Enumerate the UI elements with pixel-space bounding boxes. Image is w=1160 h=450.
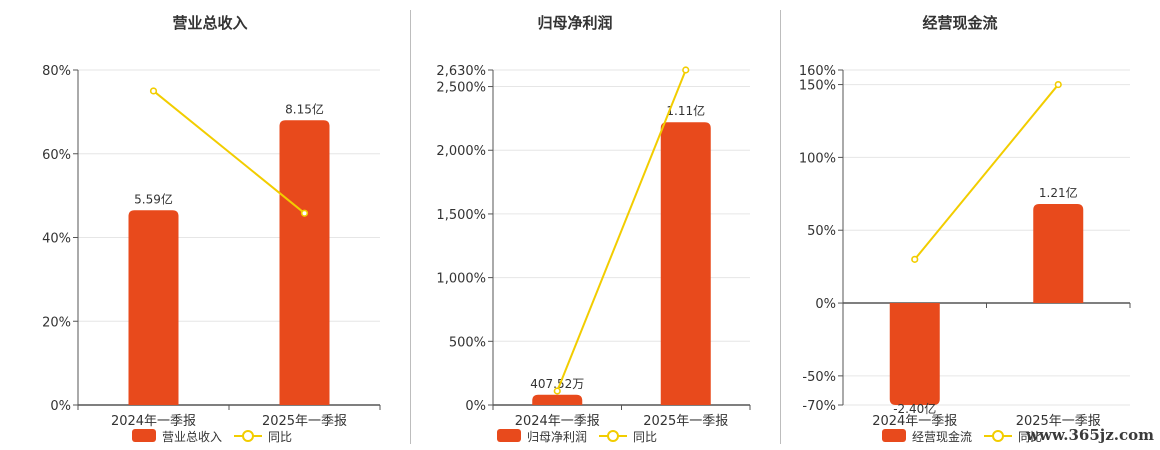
y-tick-label: 2,630% <box>436 64 486 79</box>
y-tick-label: 0% <box>50 399 71 414</box>
x-tick-label: 2024年一季报 <box>111 414 196 429</box>
legend-line-marker <box>242 430 254 442</box>
y-tick-label: 160% <box>799 64 836 79</box>
legend-line-marker <box>992 430 1004 442</box>
y-tick-label: 1,000% <box>436 272 486 287</box>
legend-label: 同比 <box>1018 430 1042 444</box>
y-tick-label: 20% <box>42 315 71 330</box>
y-tick-label: 2,000% <box>436 144 486 159</box>
bar-data-label: -2.40亿 <box>893 401 936 416</box>
y-tick-label: 2,500% <box>436 81 486 96</box>
line-point <box>911 255 919 263</box>
y-tick-label: -50% <box>802 370 836 385</box>
chart-panel-2: 归母净利润 0% 500% 1,000% 1,500% 2,000% 2,500% 2,630… <box>436 14 751 444</box>
chart-title: 经营现金流 <box>922 14 997 32</box>
legend-label: 同比 <box>633 430 657 444</box>
x-tick-label: 2025年一季报 <box>643 414 728 429</box>
series-line <box>152 90 306 214</box>
legend-bar-swatch <box>497 429 521 442</box>
y-tick-label: 1,500% <box>436 208 486 223</box>
series-line <box>913 83 1060 260</box>
legend-line-marker <box>607 430 619 442</box>
chart-panel-3: 经营现金流 -70% -50% 0% 50% 100% 150%160% 2024年一季报 20… <box>799 14 1131 444</box>
bar <box>1033 204 1084 304</box>
legend-bar-swatch <box>132 429 156 442</box>
y-tick-label: -70% <box>802 399 836 414</box>
watermark: www.365jz.com <box>1026 426 1154 444</box>
panel-divider <box>410 10 411 444</box>
x-tick-label: 2024年一季报 <box>872 414 957 429</box>
legend-label: 同比 <box>268 430 292 444</box>
line-point <box>300 209 309 217</box>
bar <box>889 303 940 405</box>
bar <box>532 394 583 405</box>
x-tick-label: 2024年一季报 <box>515 414 600 429</box>
y-tick-label: 100% <box>799 151 836 166</box>
line-point <box>553 387 561 395</box>
line-point <box>1054 80 1062 89</box>
y-tick-label: 150% <box>799 79 836 94</box>
bar <box>279 120 330 405</box>
series-line <box>556 69 687 392</box>
bar-data-label: 5.59亿 <box>134 191 173 206</box>
y-tick-label: 0% <box>465 399 486 414</box>
y-tick-label: 50% <box>807 224 836 239</box>
bar-data-label: 1.11亿 <box>666 103 705 118</box>
y-tick-label: 500% <box>449 335 486 350</box>
legend-label: 经营现金流 <box>912 429 972 444</box>
y-tick-label: 80% <box>42 64 71 79</box>
bar <box>660 122 711 405</box>
bar-data-label: 407.52万 <box>530 377 584 391</box>
y-tick-label: 60% <box>42 148 71 163</box>
chart-title: 营业总收入 <box>172 14 247 32</box>
panel-divider <box>780 10 781 444</box>
line-point <box>149 87 158 95</box>
chart-title: 归母净利润 <box>537 14 612 32</box>
bar-data-label: 1.21亿 <box>1039 185 1078 200</box>
x-tick-label: 2025年一季报 <box>262 414 347 429</box>
chart-panel-1: 营业总收入 0% 20% 40% 60% 80% 2024年一季报 2025年一季报 5.59亿… <box>42 14 381 444</box>
bar <box>128 210 179 405</box>
y-tick-label: 0% <box>815 297 836 312</box>
legend-bar-swatch <box>882 429 906 442</box>
bar-data-label: 8.15亿 <box>285 101 324 116</box>
line-point <box>682 66 690 74</box>
legend-label: 营业总收入 <box>162 430 222 444</box>
y-tick-label: 40% <box>42 232 71 247</box>
legend-label: 归母净利润 <box>527 430 587 444</box>
x-tick-label: 2025年一季报 <box>1016 414 1101 429</box>
